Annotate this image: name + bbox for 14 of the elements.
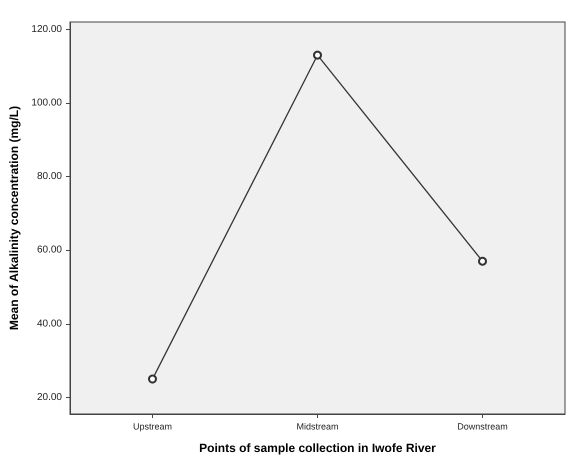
y-tick-label: 60.00 [36,244,62,256]
x-axis-title: Points of sample collection in Iwofe River [199,441,436,455]
y-tick-label: 20.00 [36,392,62,403]
point [478,256,487,266]
x-tick-label: Upstream [132,422,172,432]
y-tick-label: 80.00 [36,171,62,182]
y-tick-label: 40.00 [36,318,62,330]
x-tick-label: Downstream [457,422,508,432]
y-axis-title: Mean of Alkalinity concentration (mg/L) [7,106,21,330]
y-tick-label: 100.00 [31,97,62,108]
y-tick-label: 120.00 [31,24,62,35]
x-tick-label: Midstream [296,422,339,432]
point [313,50,322,60]
point [148,374,157,384]
